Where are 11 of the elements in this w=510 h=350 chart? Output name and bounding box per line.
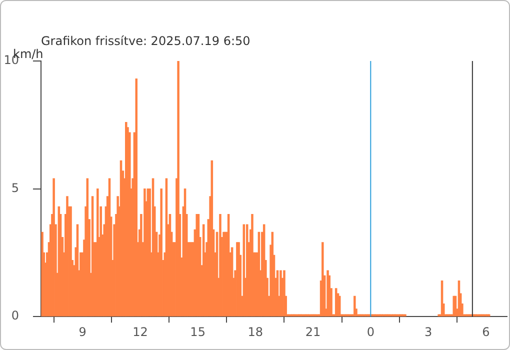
x-tick-label: 6	[482, 324, 490, 339]
x-tick-label: 21	[305, 324, 321, 339]
x-tick-label: 18	[248, 324, 264, 339]
x-tick-label: 15	[190, 324, 206, 339]
x-tick-label: 0	[366, 324, 374, 339]
x-tick-label: 9	[78, 324, 86, 339]
x-tick-label: 12	[132, 324, 148, 339]
chart-title: Grafikon frissítve: 2025.07.19 6:50	[41, 34, 250, 48]
y-tick-label: 5	[11, 180, 19, 195]
x-tick-label: 3	[424, 324, 432, 339]
y-tick-label: 0	[11, 308, 19, 323]
